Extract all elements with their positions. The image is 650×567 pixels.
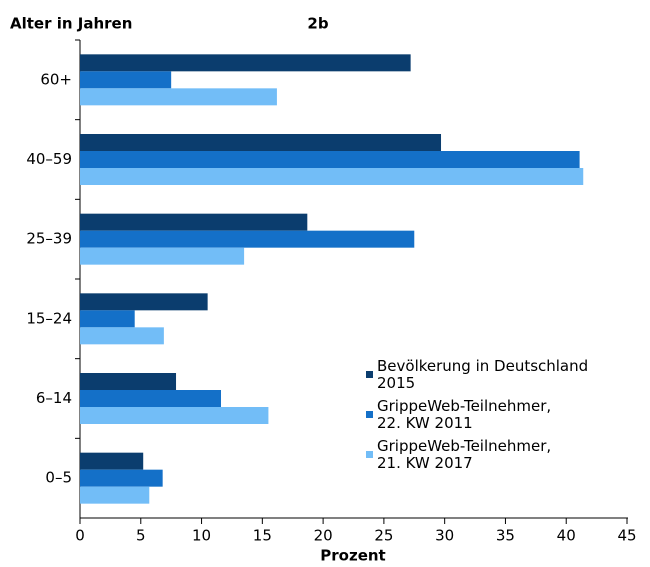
x-tick-label: 5 xyxy=(136,527,146,545)
x-tick-label: 20 xyxy=(314,527,333,545)
bar xyxy=(80,88,277,106)
bar xyxy=(80,213,308,231)
legend-swatch xyxy=(366,371,373,378)
legend-label: GrippeWeb-Teilnehmer, 22. KW 2011 xyxy=(377,397,552,432)
legend: Bevölkerung in Deutschland 2015 GrippeWeb… xyxy=(366,358,636,478)
legend-label: GrippeWeb-Teilnehmer, 21. KW 2017 xyxy=(377,437,552,472)
bar xyxy=(80,134,442,151)
bar xyxy=(80,486,150,504)
bar xyxy=(80,373,177,390)
x-tick-label: 40 xyxy=(557,527,576,545)
y-tick-label: 40–59 xyxy=(26,150,72,168)
bar xyxy=(80,469,163,487)
x-axis-label: Prozent xyxy=(320,547,385,565)
bar xyxy=(80,293,208,311)
x-tick-label: 30 xyxy=(435,527,454,545)
bar xyxy=(80,247,245,265)
bar xyxy=(80,310,135,328)
y-tick-label: 60+ xyxy=(40,70,72,88)
x-tick-label: 10 xyxy=(192,527,211,545)
chart-title: 2b xyxy=(307,15,328,33)
bar xyxy=(80,71,172,89)
y-tick-label: 25–39 xyxy=(26,230,72,248)
legend-item: GrippeWeb-Teilnehmer, 21. KW 2017 xyxy=(366,438,636,472)
bar xyxy=(80,230,415,248)
legend-label: Bevölkerung in Deutschland 2015 xyxy=(377,357,589,392)
y-tick-label: 6–14 xyxy=(36,389,72,407)
legend-item: GrippeWeb-Teilnehmer, 22. KW 2011 xyxy=(366,398,636,432)
x-tick-label: 0 xyxy=(75,527,85,545)
bar xyxy=(80,168,584,185)
legend-swatch xyxy=(366,411,373,418)
x-tick-label: 25 xyxy=(374,527,393,545)
bar xyxy=(80,54,411,72)
x-tick-label: 15 xyxy=(253,527,272,545)
bar xyxy=(80,151,580,168)
x-tick-label: 35 xyxy=(496,527,515,545)
bar xyxy=(80,327,164,345)
y-tick-label: 0–5 xyxy=(45,469,72,487)
y-axis-label: Alter in Jahren xyxy=(10,15,132,33)
bar xyxy=(80,390,222,407)
x-tick-label: 45 xyxy=(617,527,636,545)
bar xyxy=(80,452,144,470)
legend-item: Bevölkerung in Deutschland 2015 xyxy=(366,358,636,392)
bar xyxy=(80,407,269,424)
legend-swatch xyxy=(366,451,373,458)
y-tick-label: 15–24 xyxy=(26,309,72,327)
